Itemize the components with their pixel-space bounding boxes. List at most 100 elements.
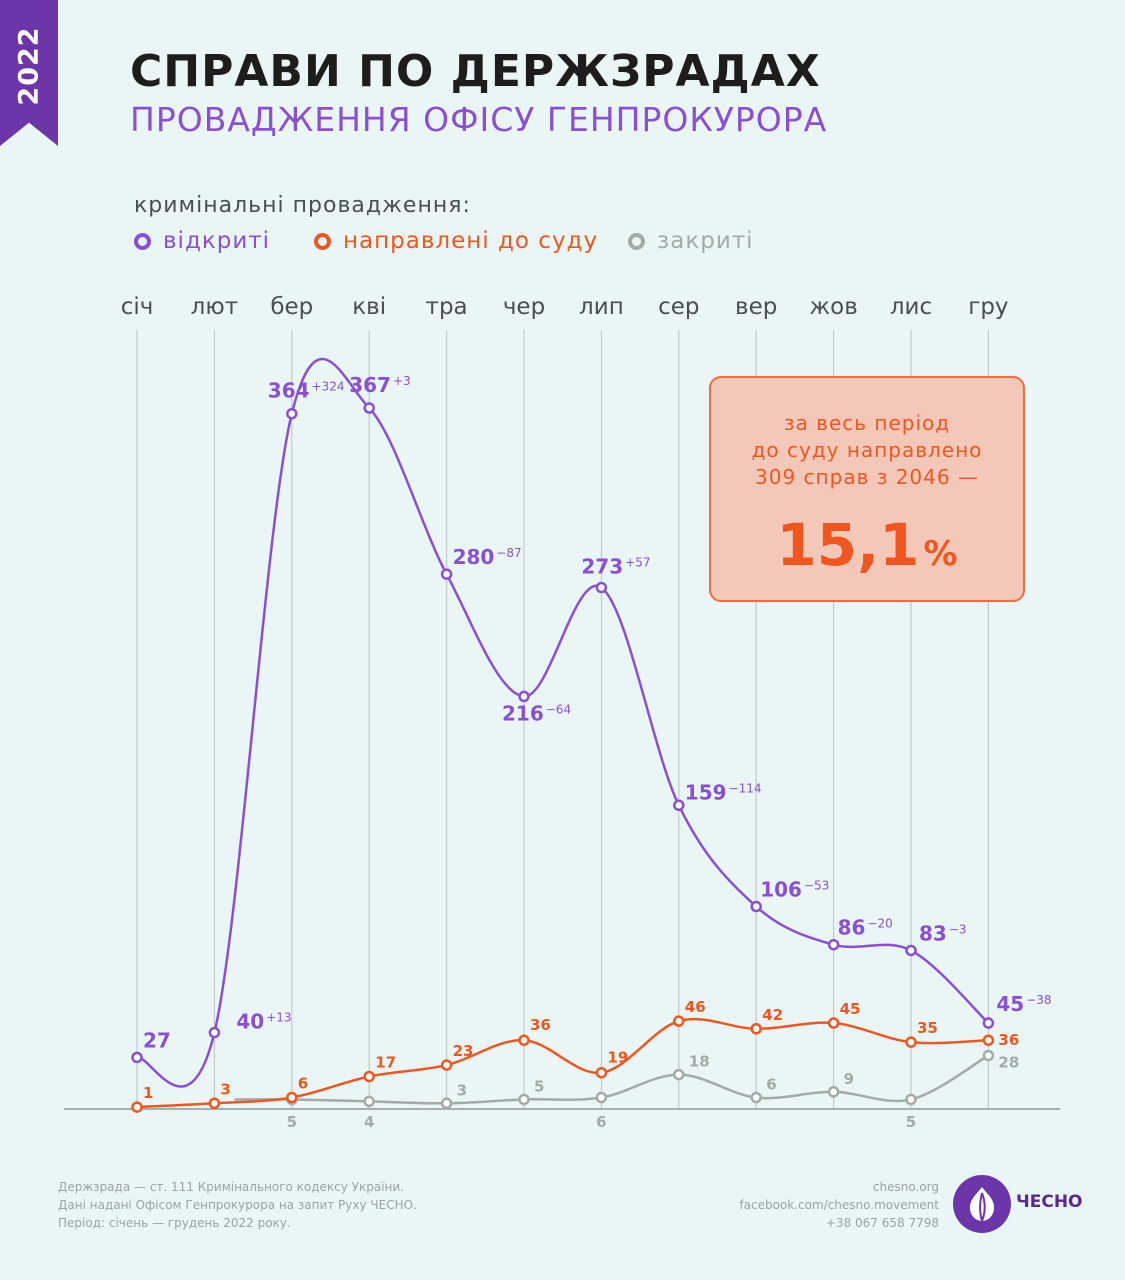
- data-point-opened: [750, 900, 762, 913]
- data-point-to-court: [440, 1059, 453, 1071]
- data-label-to-court: 6: [298, 1075, 308, 1093]
- data-label-to-court: 42: [762, 1006, 783, 1024]
- data-point-to-court: [131, 1101, 143, 1113]
- data-label-to-court: 36: [998, 1031, 1019, 1049]
- data-label-opened: 40 +13: [236, 1010, 291, 1034]
- data-point-to-court: [673, 1015, 685, 1027]
- data-label-to-court: 45: [840, 1000, 861, 1018]
- month-label: сер: [658, 294, 699, 320]
- year-ribbon: [0, 0, 58, 146]
- month-label: лип: [579, 294, 624, 320]
- data-label-value: 216 −64: [502, 701, 571, 725]
- data-point-closed: [595, 1091, 608, 1104]
- month-label: гру: [968, 294, 1008, 320]
- data-label-closed: 28: [998, 1054, 1019, 1072]
- logo-text: ЧЕСНО: [1016, 1192, 1083, 1212]
- data-label-closed: 3: [457, 1081, 467, 1099]
- data-label-opened: 86 −20: [838, 916, 893, 940]
- callout-value: 15,1: [776, 511, 920, 579]
- data-point-to-court: [827, 1017, 840, 1029]
- website-link[interactable]: chesno.org: [872, 1180, 939, 1194]
- data-label-closed: 6: [766, 1076, 776, 1094]
- callout-unit: %: [923, 534, 958, 574]
- data-label-closed: 18: [689, 1053, 710, 1071]
- garlic-icon: [969, 1187, 995, 1222]
- footer-contacts: chesno.org facebook.com/chesno.movement …: [739, 1178, 939, 1232]
- month-label: чер: [503, 294, 545, 320]
- data-point-closed: [827, 1086, 840, 1098]
- footer-note: Дані надані Офісом Генпрокурора на запит…: [58, 1198, 417, 1212]
- data-label-opened: 106 −53: [760, 878, 829, 902]
- data-label-value: 86 −20: [838, 916, 893, 940]
- data-label-closed: 4: [364, 1113, 374, 1131]
- data-point-opened: [827, 938, 840, 951]
- summary-callout: за весь період до суду направлено 309 сп…: [709, 376, 1025, 602]
- data-point-opened: [905, 944, 917, 957]
- data-point-closed: [363, 1095, 375, 1108]
- phone-number: +38 067 658 7798: [825, 1216, 939, 1230]
- data-point-closed: [518, 1093, 530, 1106]
- data-label-opened: 273 +57: [581, 555, 650, 579]
- data-point-closed: [750, 1091, 762, 1104]
- legend-label: відкриті: [163, 228, 271, 254]
- data-label-to-court: 19: [607, 1049, 628, 1067]
- data-point-to-court: [363, 1070, 375, 1083]
- footer-note: Держзрада — ст. 111 Кримінального кодекс…: [58, 1180, 405, 1194]
- data-label-opened: 83 −3: [919, 921, 967, 945]
- callout-text: за весь період до суду направлено 309 сп…: [751, 411, 983, 489]
- series-line-opened: [136, 357, 990, 1088]
- data-label-closed: 5: [287, 1113, 297, 1131]
- month-label: тра: [426, 294, 468, 320]
- data-label-opened: 364 +324: [268, 379, 345, 403]
- footer-notes: Держзрада — ст. 111 Кримінального кодекс…: [58, 1178, 417, 1232]
- legend-marker-icon: [134, 232, 151, 250]
- data-point-opened: [518, 690, 530, 703]
- data-label-value: 45 −38: [996, 992, 1051, 1016]
- data-label-to-court: 1: [143, 1084, 153, 1102]
- data-point-opened: [208, 1026, 221, 1039]
- month-label: січ: [121, 294, 154, 320]
- month-label: вер: [735, 294, 777, 320]
- data-label-value: 159 −114: [685, 780, 762, 804]
- data-point-closed: [982, 1049, 995, 1062]
- page-subtitle: ПРОВАДЖЕННЯ ОФІСУ ГЕНПРОКУРОРА: [130, 100, 828, 139]
- data-point-opened: [131, 1051, 143, 1064]
- data-label-value: 273 +57: [581, 555, 650, 579]
- legend-marker-icon: [314, 232, 331, 250]
- data-point-closed: [440, 1097, 453, 1110]
- data-point-opened: [286, 407, 298, 420]
- data-label-opened: 45 −38: [996, 992, 1051, 1016]
- data-label-to-court: 17: [375, 1054, 396, 1072]
- month-label: кві: [352, 294, 386, 320]
- footer-note: Період: січень — грудень 2022 року.: [58, 1216, 291, 1230]
- data-label-closed: 5: [534, 1077, 544, 1095]
- data-label-to-court: 35: [917, 1019, 938, 1037]
- data-label-closed: 5: [906, 1113, 916, 1131]
- legend-label: направлені до суду: [343, 228, 599, 254]
- page-title: СПРАВИ ПО ДЕРЖЗРАДАХ: [130, 46, 821, 97]
- data-point-to-court: [905, 1036, 917, 1048]
- data-label-opened: 27: [143, 1028, 171, 1052]
- data-label-value: 83 −3: [919, 921, 967, 945]
- data-point-to-court: [518, 1034, 530, 1046]
- data-label-to-court: 46: [685, 998, 706, 1016]
- legend-title: кримінальні провадження:: [134, 193, 471, 218]
- data-label-value: 40 +13: [236, 1010, 291, 1034]
- data-point-to-court: [286, 1091, 298, 1104]
- legend-item-closed: закриті: [628, 228, 754, 254]
- facebook-link[interactable]: facebook.com/chesno.movement: [739, 1198, 939, 1212]
- data-label-opened: 367 +3: [349, 373, 410, 397]
- data-point-to-court: [982, 1034, 995, 1046]
- data-point-opened: [673, 799, 685, 812]
- data-point-to-court: [208, 1097, 221, 1110]
- data-label-value: 106 −53: [760, 878, 829, 902]
- data-point-to-court: [595, 1066, 608, 1079]
- month-label: лют: [191, 294, 238, 320]
- data-label-opened: 280 −87: [453, 545, 522, 569]
- legend-item-to-court: направлені до суду: [314, 228, 598, 254]
- month-label: лис: [890, 294, 932, 320]
- callout-value-wrap: 15,1%: [711, 511, 1023, 579]
- data-point-opened: [595, 581, 608, 594]
- data-point-closed: [673, 1068, 685, 1081]
